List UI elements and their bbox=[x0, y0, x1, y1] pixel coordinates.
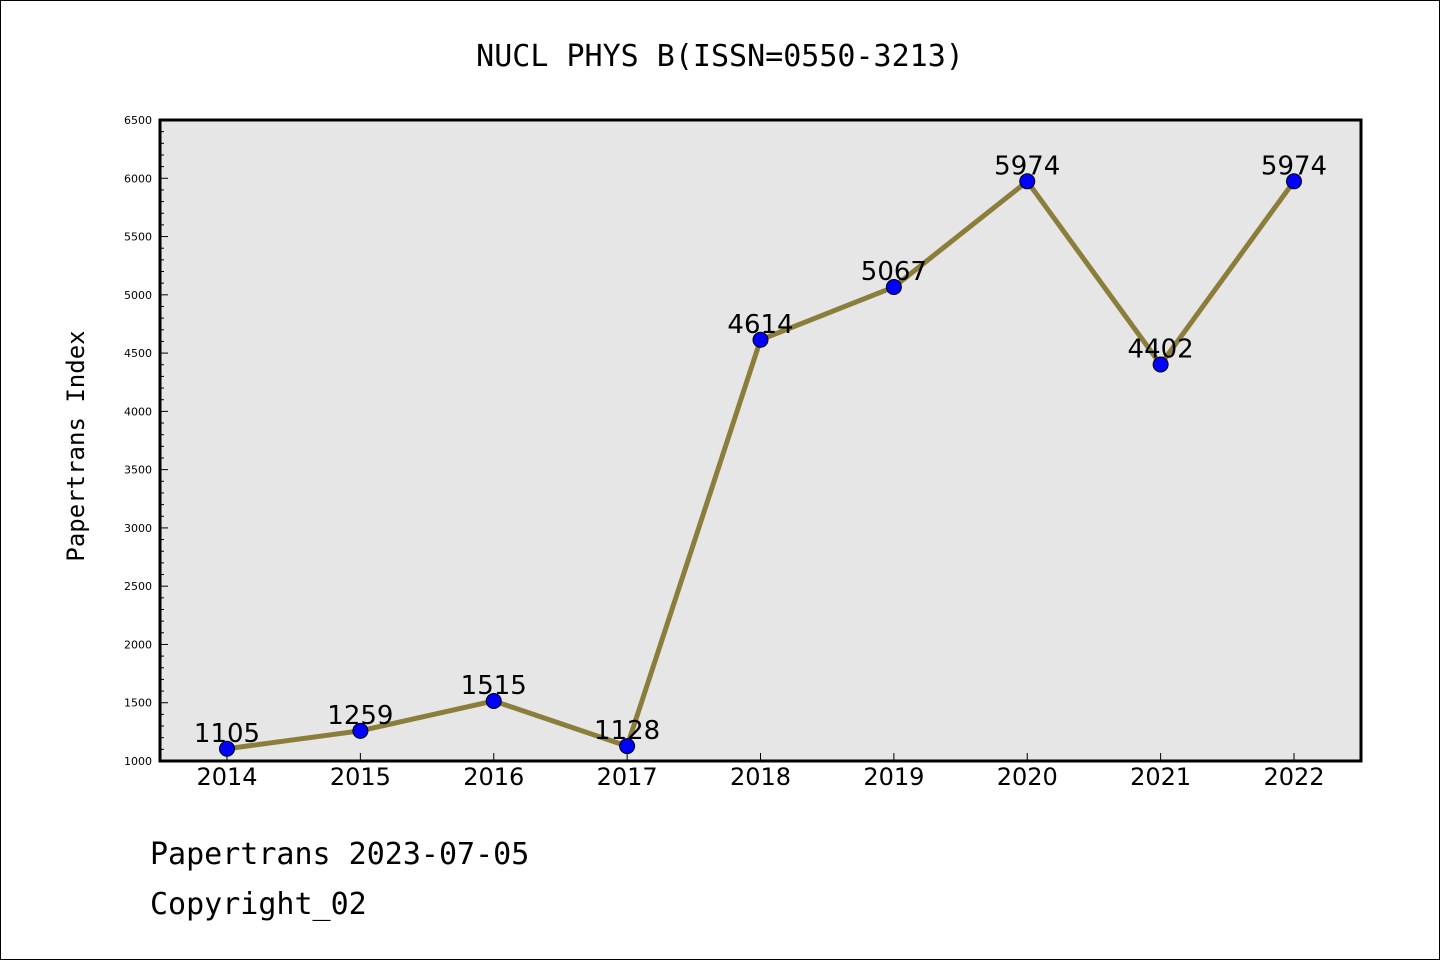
y-tick-label: 3000 bbox=[124, 522, 152, 535]
data-point bbox=[619, 738, 636, 755]
data-point bbox=[752, 331, 769, 348]
y-tick-label: 1500 bbox=[124, 697, 152, 710]
y-tick-label: 2000 bbox=[124, 638, 152, 651]
plot-area bbox=[160, 120, 1361, 761]
y-tick-label: 1000 bbox=[124, 755, 152, 768]
y-axis-label: Papertrans Index bbox=[62, 330, 90, 561]
y-tick-label: 6000 bbox=[124, 172, 152, 185]
y-tick-label: 5000 bbox=[124, 289, 152, 302]
x-tick-label: 2018 bbox=[730, 763, 791, 791]
y-tick-label: 4000 bbox=[124, 405, 152, 418]
y-tick-label: 2500 bbox=[124, 580, 152, 593]
x-tick-label: 2019 bbox=[863, 763, 924, 791]
y-tick-label: 4500 bbox=[124, 347, 152, 360]
data-label: 1128 bbox=[594, 716, 660, 746]
data-label: 5974 bbox=[1261, 151, 1327, 181]
data-label: 1105 bbox=[194, 719, 260, 749]
chart-title: NUCL PHYS B(ISSN=0550-3213) bbox=[476, 39, 964, 74]
data-labels: 1105 1259 1515 1128 4614 5067 5974 4402 5974 bbox=[194, 151, 1327, 748]
x-tick-label: 2020 bbox=[997, 763, 1058, 791]
y-tick-label: 3500 bbox=[124, 464, 152, 477]
data-point bbox=[219, 740, 235, 757]
x-tick-label: 2022 bbox=[1263, 763, 1324, 791]
y-axis: 1000 1500 2000 2500 3000 3500 4000 4500 5000 5500… bbox=[124, 114, 168, 768]
data-point bbox=[1286, 173, 1302, 190]
data-label: 4402 bbox=[1128, 335, 1194, 365]
x-axis: 2014 2015 2016 2017 2018 2019 2020 2021 2022 bbox=[196, 753, 1325, 791]
data-label: 1515 bbox=[461, 671, 527, 701]
data-label: 5067 bbox=[861, 257, 927, 287]
data-markers bbox=[219, 173, 1302, 757]
data-point bbox=[1019, 173, 1036, 190]
data-point bbox=[485, 692, 502, 709]
data-label: 5974 bbox=[994, 151, 1060, 181]
data-point bbox=[885, 279, 902, 296]
x-tick-label: 2014 bbox=[196, 763, 257, 791]
x-tick-label: 2015 bbox=[330, 763, 391, 791]
y-tick-label: 5500 bbox=[124, 231, 152, 244]
x-tick-label: 2021 bbox=[1130, 763, 1191, 791]
data-point bbox=[352, 722, 369, 739]
x-tick-label: 2017 bbox=[597, 763, 658, 791]
footer-copyright: Copyright_02 bbox=[150, 887, 367, 922]
footer-date: Papertrans 2023-07-05 bbox=[150, 837, 529, 872]
data-label: 1259 bbox=[327, 701, 393, 731]
data-point bbox=[1152, 356, 1169, 373]
x-tick-label: 2016 bbox=[463, 763, 524, 791]
data-label: 4614 bbox=[727, 310, 793, 340]
y-tick-label: 6500 bbox=[124, 114, 152, 127]
plot-border bbox=[158, 118, 1363, 763]
